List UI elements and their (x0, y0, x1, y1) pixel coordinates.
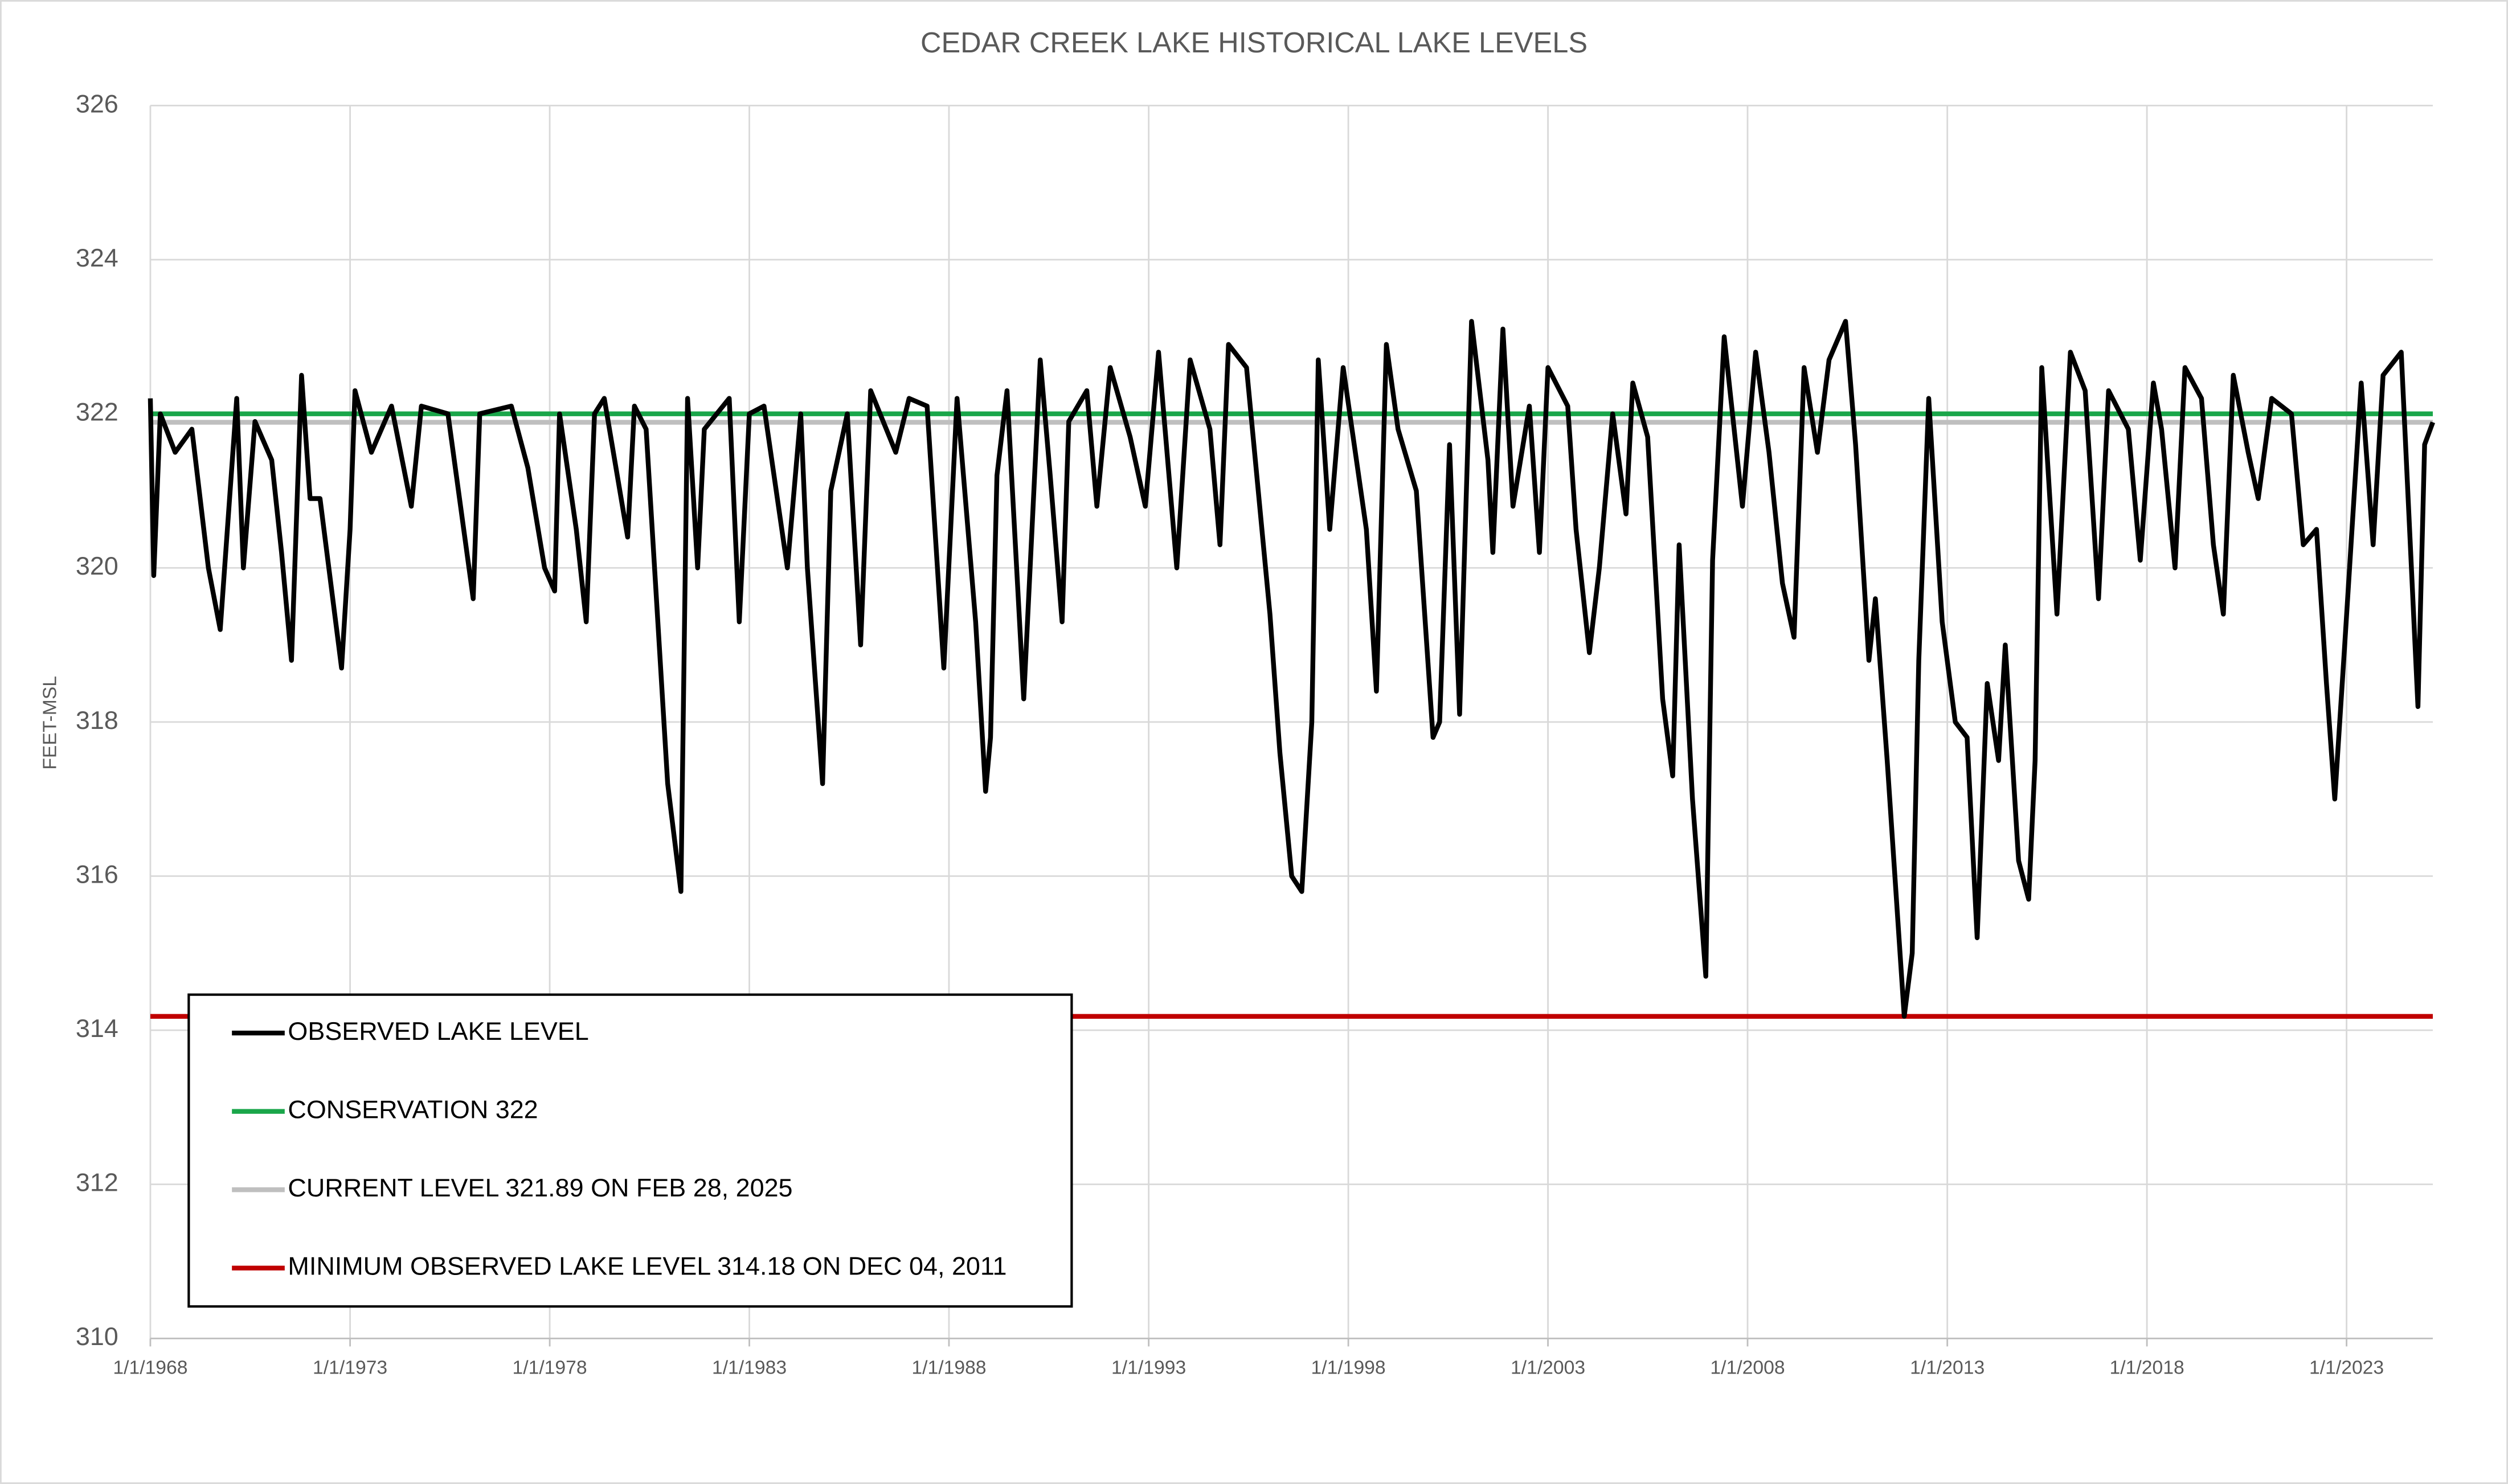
x-tick-label: 1/1/1998 (1311, 1358, 1386, 1379)
chart-title: CEDAR CREEK LAKE HISTORICAL LAKE LEVELS (920, 26, 1588, 59)
legend: OBSERVED LAKE LEVEL CONSERVATION 322 CURRE… (187, 993, 1073, 1308)
y-tick-label: 312 (76, 1168, 118, 1197)
x-tick-label: 1/1/1983 (712, 1358, 787, 1379)
y-tick-label: 318 (76, 706, 118, 735)
legend-label: CONSERVATION 322 (288, 1095, 538, 1124)
x-tick-label: 1/1/1988 (911, 1358, 986, 1379)
x-tick-label: 1/1/1968 (113, 1358, 187, 1379)
y-tick-label: 310 (76, 1322, 118, 1351)
legend-label: MINIMUM OBSERVED LAKE LEVEL 314.18 ON DE… (288, 1252, 1007, 1281)
y-tick-label: 324 (76, 243, 118, 272)
x-tick-label: 1/1/1978 (512, 1358, 587, 1379)
y-tick-label: 322 (76, 397, 118, 427)
x-tick-label: 1/1/2013 (1910, 1358, 1985, 1379)
x-tick-label: 1/1/2008 (1710, 1358, 1785, 1379)
legend-label: CURRENT LEVEL 321.89 ON FEB 28, 2025 (288, 1173, 792, 1202)
series-line (148, 319, 2435, 1019)
y-axis-label: FEET-MSL (40, 676, 61, 770)
x-tick-label: 1/1/1993 (1111, 1358, 1186, 1379)
legend-box (187, 993, 1073, 1308)
x-tick-label: 1/1/2023 (2309, 1358, 2384, 1379)
x-tick-label: 1/1/2003 (1511, 1358, 1585, 1379)
y-tick-label: 326 (76, 89, 118, 118)
x-tick-label: 1/1/1973 (313, 1358, 387, 1379)
legend-label: OBSERVED LAKE LEVEL (288, 1016, 588, 1046)
y-tick-label: 320 (76, 551, 118, 580)
y-tick-label: 316 (76, 859, 118, 888)
y-tick-label: 314 (76, 1014, 118, 1043)
x-tick-label: 1/1/2018 (2110, 1358, 2184, 1379)
